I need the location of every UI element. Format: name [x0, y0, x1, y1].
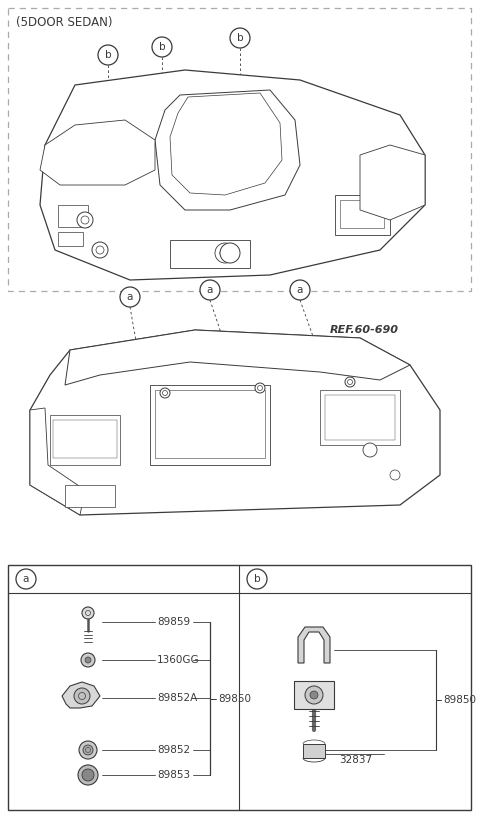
Bar — [58, 232, 83, 246]
Circle shape — [215, 243, 235, 263]
Text: a: a — [297, 285, 303, 295]
Circle shape — [152, 37, 172, 57]
Bar — [335, 195, 390, 235]
Circle shape — [290, 280, 310, 300]
Text: 89852A: 89852A — [157, 693, 197, 703]
Text: b: b — [105, 50, 111, 60]
Polygon shape — [40, 70, 425, 280]
Circle shape — [82, 769, 94, 781]
Text: 89852: 89852 — [157, 745, 190, 755]
Polygon shape — [155, 90, 300, 210]
Text: b: b — [237, 33, 243, 43]
Circle shape — [77, 212, 93, 228]
Circle shape — [98, 45, 118, 65]
Circle shape — [247, 569, 267, 589]
Bar — [58, 205, 88, 227]
Text: REF.60-651: REF.60-651 — [345, 133, 414, 143]
Circle shape — [310, 691, 318, 699]
Bar — [294, 681, 334, 709]
Text: (5DOOR SEDAN): (5DOOR SEDAN) — [16, 16, 112, 29]
Circle shape — [390, 470, 400, 480]
Text: b: b — [159, 42, 165, 52]
Circle shape — [305, 686, 323, 704]
Polygon shape — [360, 145, 425, 220]
Text: 89850: 89850 — [218, 694, 251, 703]
Polygon shape — [40, 120, 155, 185]
Circle shape — [363, 443, 377, 457]
Text: 89859: 89859 — [157, 617, 190, 627]
Bar — [150, 385, 270, 465]
Bar — [340, 200, 384, 228]
Circle shape — [78, 765, 98, 785]
Polygon shape — [170, 93, 282, 195]
Bar — [8, 565, 471, 810]
Polygon shape — [298, 627, 330, 663]
Text: 1360GG: 1360GG — [157, 655, 200, 665]
Circle shape — [92, 242, 108, 258]
Circle shape — [120, 287, 140, 307]
Text: a: a — [207, 285, 213, 295]
Polygon shape — [30, 330, 440, 515]
Text: 89853: 89853 — [157, 770, 190, 780]
Circle shape — [255, 383, 265, 393]
Bar — [325, 395, 395, 440]
Bar — [8, 8, 471, 291]
Text: a: a — [23, 574, 29, 584]
Circle shape — [230, 28, 250, 48]
Text: REF.60-690: REF.60-690 — [330, 325, 399, 335]
Circle shape — [16, 569, 36, 589]
Bar — [320, 390, 400, 445]
Circle shape — [81, 653, 95, 667]
Circle shape — [83, 745, 93, 755]
Circle shape — [345, 377, 355, 387]
Bar — [65, 485, 115, 507]
Text: 32837: 32837 — [339, 755, 372, 765]
Text: a: a — [127, 292, 133, 302]
Polygon shape — [30, 408, 85, 515]
Text: 89850: 89850 — [443, 695, 476, 705]
Circle shape — [74, 688, 90, 704]
Polygon shape — [65, 330, 410, 385]
Circle shape — [160, 388, 170, 398]
Circle shape — [85, 657, 91, 663]
Bar — [53, 420, 117, 458]
Circle shape — [82, 607, 94, 619]
Bar — [170, 240, 250, 268]
Circle shape — [200, 280, 220, 300]
Polygon shape — [62, 682, 100, 708]
Text: b: b — [254, 574, 260, 584]
Bar — [303, 744, 325, 758]
Bar — [50, 415, 120, 465]
Bar — [155, 390, 265, 458]
Circle shape — [79, 741, 97, 759]
Circle shape — [220, 243, 240, 263]
